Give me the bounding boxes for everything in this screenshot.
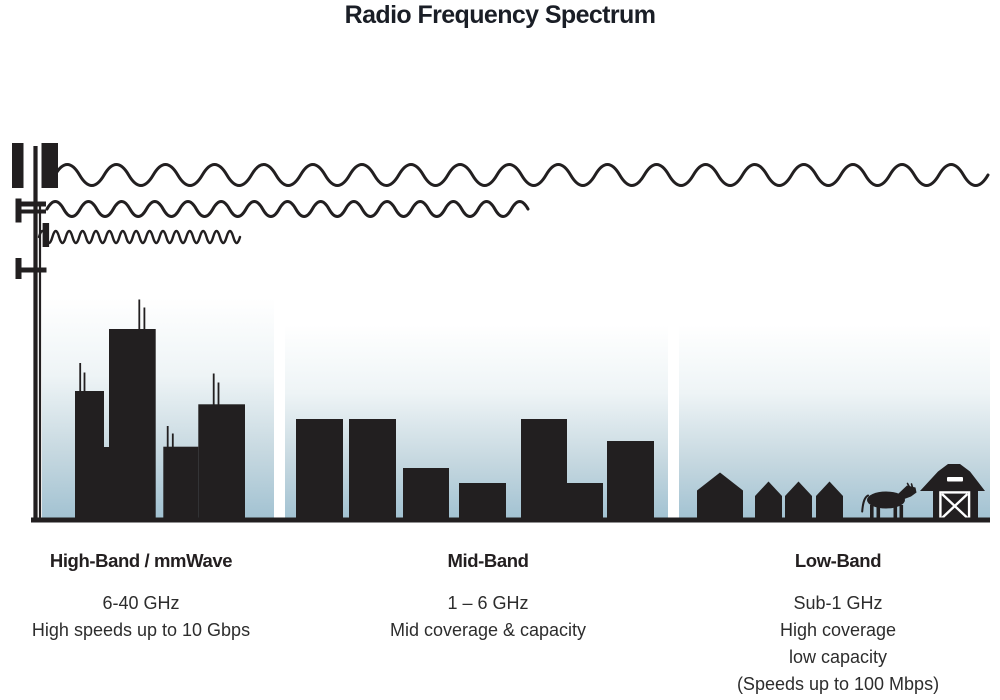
- skyscraper: [163, 446, 199, 520]
- mid-rise-building: [296, 419, 343, 520]
- cow-leg: [876, 505, 881, 519]
- low-band-heading: Low-Band: [794, 550, 882, 571]
- mid-band-wave: [45, 200, 530, 218]
- house: [697, 472, 743, 520]
- cell-tower-part: [15, 258, 22, 279]
- barn-door-crossbuck: [941, 493, 969, 519]
- ground-line: [31, 517, 990, 523]
- mid-band-description: 1 – 6 GHz Mid coverage & capacity: [358, 590, 618, 644]
- mid-band-frequency: 1 – 6 GHz: [447, 593, 529, 613]
- cell-tower-part: [21, 201, 46, 207]
- low-band-coverage: High coverage: [779, 620, 897, 640]
- high-band-frequency: 6-40 GHz: [102, 593, 180, 613]
- mid-rise-building: [403, 468, 449, 520]
- skyscraper: [75, 391, 104, 520]
- cow-horn: [910, 483, 914, 489]
- rooftop-antenna: [143, 307, 146, 330]
- cell-tower-part: [12, 143, 24, 188]
- low-band-capacity: low capacity: [788, 647, 888, 667]
- low-band-description: Sub-1 GHz High coverage low capacity (Sp…: [708, 590, 968, 698]
- house: [785, 481, 812, 520]
- house: [816, 481, 843, 520]
- cell-tower-part: [41, 143, 58, 188]
- cow-leg: [899, 505, 904, 519]
- rooftop-antenna: [212, 373, 215, 405]
- barn-vent: [947, 477, 963, 482]
- house: [755, 481, 782, 520]
- high-band-heading: High-Band / mmWave: [49, 550, 233, 571]
- cell-tower-part: [15, 198, 22, 223]
- cow-leg: [870, 505, 874, 519]
- rooftop-antenna: [166, 426, 169, 447]
- high-band-speed: High speeds up to 10 Gbps: [31, 620, 251, 640]
- rooftop-antenna: [79, 363, 82, 391]
- cow-leg: [893, 505, 898, 519]
- high-band-description: 6-40 GHz High speeds up to 10 Gbps: [11, 590, 271, 644]
- low-band-speed: (Speeds up to 100 Mbps): [736, 674, 940, 694]
- mid-rise-building: [459, 483, 506, 520]
- rooftop-antenna: [217, 382, 220, 405]
- cell-tower-part: [38, 202, 42, 518]
- cow-head: [898, 485, 917, 501]
- page-title: Radio Frequency Spectrum: [344, 1, 656, 29]
- rooftop-antenna: [171, 433, 174, 448]
- low-band-frequency: Sub-1 GHz: [793, 593, 883, 613]
- cow-horn: [906, 482, 911, 488]
- mid-rise-building: [607, 441, 654, 520]
- rooftop-antenna: [83, 372, 86, 392]
- mid-rise-building: [567, 483, 603, 520]
- high-band-short-wave: [37, 229, 242, 245]
- skyscraper: [104, 447, 109, 520]
- low-band-long-wave: [53, 163, 990, 187]
- cell-tower-part: [21, 267, 47, 273]
- cow-tail: [861, 494, 869, 513]
- skyscraper: [109, 329, 156, 520]
- cell-tower-part: [33, 146, 38, 518]
- mid-band-coverage: Mid coverage & capacity: [389, 620, 587, 640]
- cell-tower-part: [21, 209, 46, 214]
- mid-rise-building: [349, 419, 396, 520]
- skyscraper: [198, 404, 245, 520]
- cow-icon: [867, 491, 905, 509]
- mid-band-heading: Mid-Band: [447, 550, 529, 571]
- mid-rise-building: [521, 419, 567, 520]
- rooftop-antenna: [138, 299, 141, 330]
